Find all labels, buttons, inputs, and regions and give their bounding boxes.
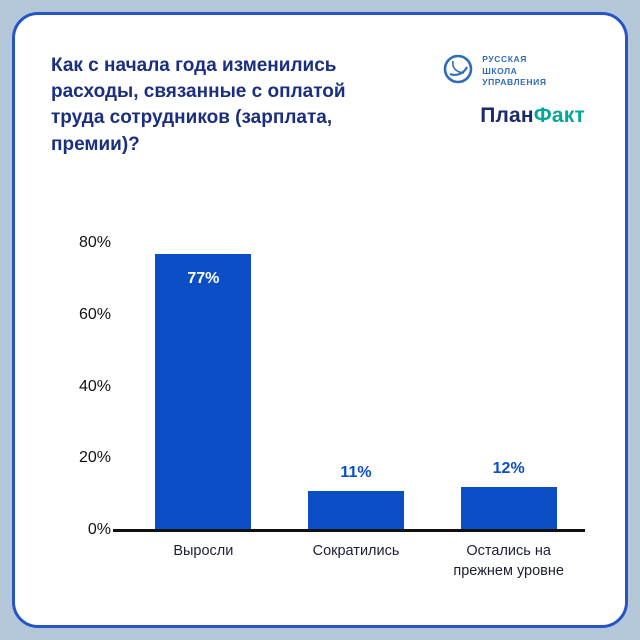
rsu-logo-text: РУССКАЯ ШКОЛА УПРАВЛЕНИЯ [482, 54, 546, 88]
bar-group-1: 77% [127, 243, 280, 530]
bar-ostalis: 12% [460, 460, 557, 530]
planfact-part1: План [480, 104, 534, 127]
y-tick-40: 40% [78, 377, 111, 395]
rsu-line-1: РУССКАЯ [482, 54, 527, 65]
category-label-1: Выросли [173, 543, 234, 559]
x-axis-line [113, 529, 585, 532]
rsu-line-2: ШКОЛА [482, 65, 518, 76]
globe-icon [442, 53, 474, 90]
rsu-logo: РУССКАЯ ШКОЛА УПРАВЛЕНИЯ [442, 53, 546, 90]
logos: РУССКАЯ ШКОЛА УПРАВЛЕНИЯ ПланФакт [442, 53, 585, 158]
y-tick-0: 0% [87, 521, 111, 538]
rsu-line-3: УПРАВЛЕНИЯ [482, 77, 547, 88]
planfact-logo: ПланФакт [480, 104, 585, 128]
category-label-2: Сократились [312, 543, 400, 559]
x-axis-labels: Выросли Сократились Остались на прежнем … [127, 542, 585, 581]
card: Как с начала года изменились расходы, св… [12, 12, 628, 628]
y-tick-20: 20% [78, 449, 111, 467]
bar-value-label-2: 11% [340, 463, 372, 481]
plot-area: 77% 11% 12% [113, 243, 585, 532]
bar-value-label-1: 77% [187, 269, 220, 287]
planfact-part2: Факт [533, 104, 585, 127]
chart-question-title: Как с начала года изменились расходы, св… [51, 55, 346, 155]
bar-value-label-3: 12% [492, 459, 525, 477]
y-tick-80: 80% [78, 234, 111, 251]
y-tick-60: 60% [78, 305, 111, 323]
category-label-3: Остались на прежнем уровне [453, 543, 564, 579]
bar-group-3: 12% [432, 243, 585, 530]
bar-vyrosli: 77% [155, 253, 252, 530]
y-axis: 0% 20% 40% 60% 80% [51, 234, 127, 538]
bar-chart: 0% 20% 40% 60% 80% 77% 11% [51, 234, 585, 581]
bar-sokratilis: 11% [308, 464, 404, 530]
bar-group-2: 11% [280, 243, 433, 530]
header: Как с начала года изменились расходы, св… [15, 15, 625, 158]
